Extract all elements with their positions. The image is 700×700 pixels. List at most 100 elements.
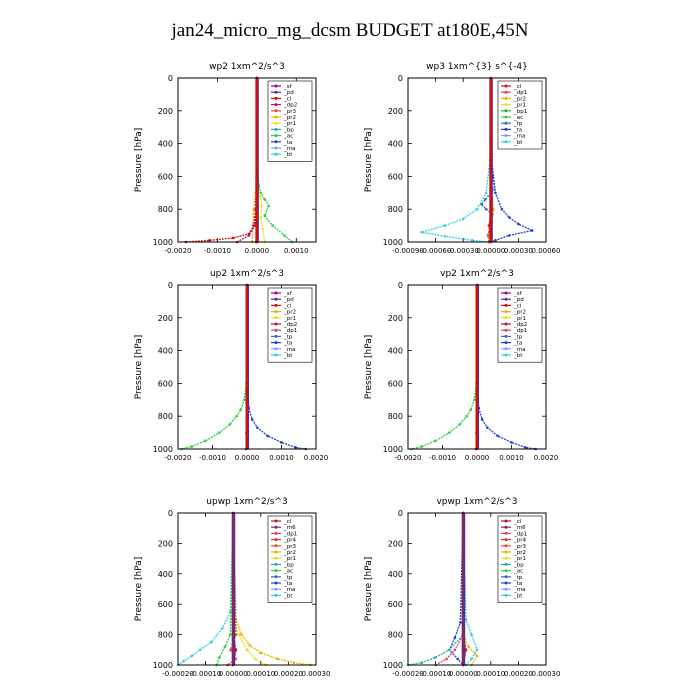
- x-tick-label: -0.0010: [199, 454, 226, 462]
- y-tick-label: 800: [388, 412, 403, 421]
- legend-label: _ma: [283, 146, 295, 152]
- series-point: [247, 234, 251, 237]
- legend-label: _bt: [283, 152, 293, 158]
- legend-marker: [504, 90, 508, 94]
- x-tick-label: 0.00030: [302, 670, 331, 678]
- series-line-bt: [462, 512, 478, 666]
- legend-marker: [504, 556, 508, 560]
- series-point: [190, 445, 194, 448]
- legend-label: _bt: [513, 593, 523, 599]
- panel-3: up2 1xm^2/s^3 Pressure [hPa] 0 200 400 600 800…: [134, 269, 328, 462]
- legend-label: _pr4: [513, 538, 527, 544]
- y-tick-label: 0: [398, 281, 403, 290]
- series-point: [496, 434, 500, 438]
- series-point: [258, 194, 262, 198]
- series-point: [524, 446, 527, 449]
- x-tick-label: -0.00030: [447, 247, 478, 255]
- legend-marker: [504, 531, 508, 535]
- legend-label: _dp2: [283, 103, 297, 109]
- series-point: [445, 657, 448, 661]
- legend-marker: [274, 519, 278, 523]
- x-tick-label: 0.00030: [532, 670, 561, 678]
- plot-frame: [407, 512, 547, 666]
- legend-marker: [504, 297, 508, 301]
- series-point: [458, 423, 462, 426]
- legend-label: _cl: [513, 519, 522, 525]
- series-point: [204, 439, 207, 443]
- legend-marker: [274, 531, 278, 535]
- series-point: [517, 222, 520, 226]
- series-point: [456, 657, 459, 661]
- series-point: [420, 661, 424, 665]
- legend-marker: [504, 587, 508, 591]
- legend-marker: [504, 109, 508, 113]
- series-point: [472, 398, 476, 402]
- x-tick-label: 0.0000: [245, 247, 270, 255]
- y-tick-label: 600: [158, 600, 173, 609]
- panel-4: vp2 1xm^2/s^3 Pressure [hPa] 0 200 400 600 800…: [364, 269, 558, 462]
- legend-marker: [274, 152, 278, 156]
- series-point: [467, 645, 471, 649]
- series-point: [276, 657, 279, 661]
- series-line-pr1: [256, 77, 266, 243]
- series-point: [471, 239, 474, 242]
- series-line-ac: [181, 284, 248, 450]
- series-point: [248, 643, 252, 647]
- y-tick-label: 600: [388, 600, 403, 609]
- figure-title: jan24_micro_mg_dcsm BUDGET at180E,45N: [171, 20, 529, 41]
- series-point: [443, 224, 447, 227]
- series-point: [475, 654, 479, 658]
- legend-label: _ta: [283, 341, 292, 347]
- legend-label: _dp1: [283, 531, 297, 537]
- series-point: [263, 198, 267, 201]
- series-point: [250, 418, 254, 421]
- x-tick-label: -0.00020: [392, 670, 423, 678]
- legend-label: _bt: [283, 593, 293, 599]
- x-tick-label: 0.00010: [246, 670, 275, 678]
- series-point: [228, 423, 232, 426]
- legend-marker: [274, 569, 278, 573]
- plot-frame: [177, 77, 317, 243]
- legend-label: _pr3: [283, 544, 297, 550]
- x-tick-label: -0.0020: [164, 247, 191, 255]
- legend-label: _m6: [513, 525, 526, 531]
- legend-marker: [504, 96, 508, 100]
- series-point: [453, 636, 457, 639]
- series-point: [218, 656, 221, 659]
- legend-marker: [274, 146, 278, 150]
- y-tick-label: 400: [158, 140, 173, 149]
- x-tick-label: 0.00000: [476, 247, 505, 255]
- panel-title: up2 1xm^2/s^3: [210, 269, 284, 279]
- legend-label: _bt: [513, 140, 523, 146]
- legend-marker: [504, 322, 508, 326]
- y-tick-label: 200: [158, 314, 173, 323]
- legend-label: _cl: [283, 96, 292, 102]
- legend-label: _pr1: [513, 103, 526, 109]
- series-point: [294, 446, 297, 449]
- legend-marker: [504, 328, 508, 332]
- legend-label: _ma: [283, 587, 295, 593]
- x-tick-label: 0.0000: [235, 454, 260, 462]
- series-line-pr1: [232, 513, 267, 666]
- x-tick-label: -0.0020: [164, 454, 191, 462]
- plot-frame: [177, 512, 317, 666]
- y-tick-label: 200: [158, 107, 173, 116]
- legend-label: _ac: [513, 115, 523, 121]
- legend-label: _cl: [513, 84, 522, 90]
- series-point: [420, 230, 424, 234]
- series-point: [507, 216, 511, 219]
- legend-marker: [274, 103, 278, 107]
- series-point: [434, 439, 437, 443]
- legend-label: _ma: [513, 134, 525, 140]
- legend-label: _ac: [513, 569, 523, 575]
- y-tick-label: 400: [388, 140, 403, 149]
- x-tick-label: 0.0000: [465, 454, 490, 462]
- legend-label: _pr2: [513, 550, 526, 556]
- series-point: [480, 202, 483, 206]
- legend-marker: [274, 109, 278, 113]
- legend-label: _m6: [283, 525, 296, 531]
- legend-marker: [274, 341, 278, 345]
- y-tick-label: 200: [158, 539, 173, 548]
- x-tick-label: -0.00010: [420, 670, 451, 678]
- y-tick-label: 800: [388, 631, 403, 640]
